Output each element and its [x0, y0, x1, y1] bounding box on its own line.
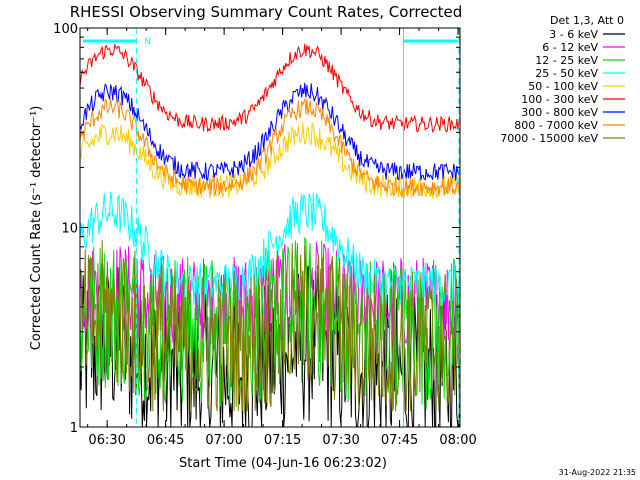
series-line-5: [79, 121, 461, 199]
legend-entry-label: 6 - 12 keV: [542, 41, 598, 54]
axes: 06:30 06:45 07:00 07:15 07:30 07:45 08:00 1 10 10…: [53, 22, 477, 448]
legend-entry-label: 800 - 7000 keV: [514, 119, 598, 132]
legend-entry-label: 50 - 100 keV: [528, 80, 598, 93]
y-tick-label: 100: [53, 22, 78, 37]
x-tick-label: 07:45: [381, 433, 418, 448]
legend-entry-label: 7000 - 15000 keV: [500, 132, 598, 145]
x-tick-label: 07:15: [264, 433, 301, 448]
series-line-7: [79, 82, 461, 181]
legend-entry-label: 12 - 25 keV: [535, 54, 598, 67]
series-line-9: [79, 240, 461, 412]
plot-series: [79, 43, 461, 429]
legend-entry-label: 25 - 50 keV: [535, 67, 598, 80]
legend-entry-label: 300 - 800 keV: [521, 106, 598, 119]
x-axis-label: Start Time (04-Jun-16 06:23:02): [179, 456, 387, 471]
flag-label: N: [144, 37, 151, 47]
x-tick-label: 06:30: [88, 433, 125, 448]
legend-entry-label: 100 - 300 keV: [521, 93, 598, 106]
x-tick-label: 08:00: [439, 433, 476, 448]
legend-title: Det 1,3, Att 0: [550, 14, 624, 27]
y-axis-label: Corrected Count Rate (s⁻¹ detector⁻¹): [29, 106, 44, 351]
x-tick-label: 06:45: [147, 433, 184, 448]
chart-title: RHESSI Observing Summary Count Rates, Co…: [70, 3, 463, 21]
observing-flags: N: [83, 28, 460, 427]
series-line-3: [79, 236, 461, 410]
x-tick-label: 07:00: [205, 433, 242, 448]
series-line-6: [79, 43, 461, 133]
legend-entry-label: 3 - 6 keV: [549, 28, 598, 41]
series-line-8: [79, 98, 461, 198]
y-tick-label: 1: [70, 421, 78, 436]
y-tick-label: 10: [61, 222, 78, 237]
timestamp: 31-Aug-2022 21:35: [559, 468, 636, 477]
series-line-4: [79, 191, 461, 306]
x-tick-label: 07:30: [322, 433, 359, 448]
